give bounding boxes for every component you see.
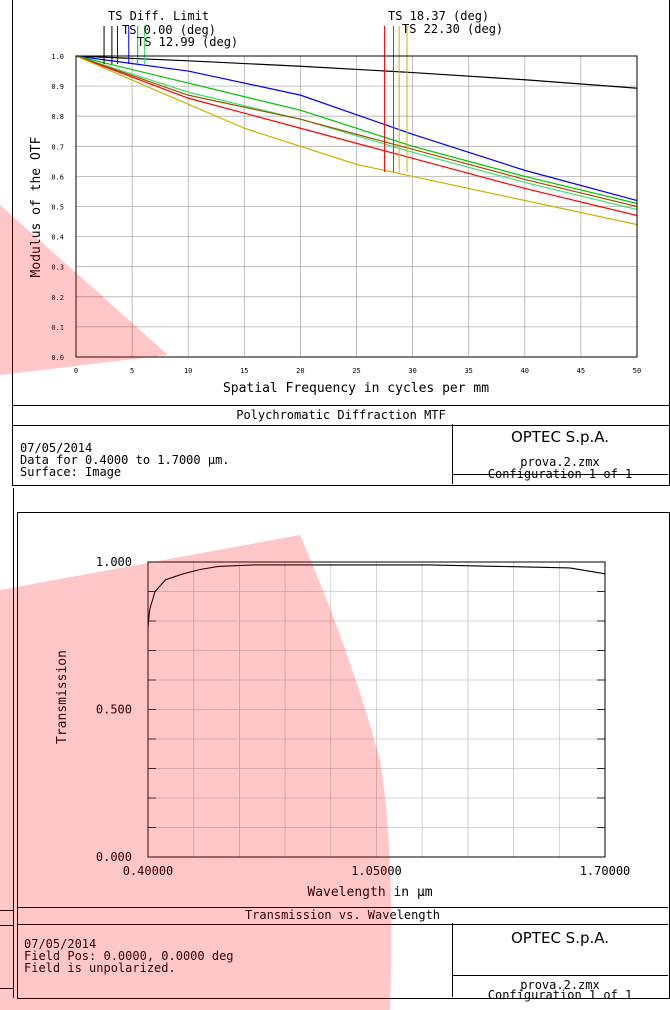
trans-xtick-label: 1.70000 — [580, 864, 631, 878]
trans-caption-polarization: Field is unpolarized. — [24, 961, 176, 975]
trans-xlabel: Wavelength in µm — [307, 885, 432, 900]
mtf-ytick-label: 0.3 — [51, 264, 64, 272]
trans-company: OPTEC S.p.A. — [510, 929, 610, 947]
trans-title-bar: Transmission vs. Wavelength — [17, 907, 668, 925]
legend-ts-18: TS 18.37 (deg) — [388, 9, 489, 23]
mtf-caption-date: 07/05/2014 — [20, 441, 93, 455]
mtf-xtick-label: 20 — [296, 367, 304, 375]
legend-ts-12: TS 12.99 (deg) — [137, 35, 238, 49]
mtf-ytick-label: 0.7 — [51, 143, 64, 151]
mtf-xtick-label: 30 — [408, 367, 416, 375]
mtf-file: prova.2.zmx — [520, 455, 600, 469]
mtf-series-line — [75, 55, 638, 211]
mtf-ytick-label: 1.0 — [51, 53, 64, 61]
mtf-xtick-label: 5 — [130, 367, 134, 375]
mtf-title: Polychromatic Diffraction MTF — [236, 408, 446, 422]
mtf-ylabel: Modulus of the OTF — [29, 136, 44, 277]
trans-config: Configuration 1 of 1 — [487, 988, 633, 1002]
mtf-xlabel: Spatial Frequency in cycles per mm — [223, 381, 489, 396]
trans-xtick-label: 1.05000 — [351, 864, 402, 878]
mtf-series-line — [75, 55, 638, 208]
mtf-ytick-label: 0.0 — [51, 354, 64, 362]
mtf-xtick-label: 45 — [577, 367, 585, 375]
mtf-ytick-label: 0.9 — [51, 83, 64, 91]
trans-caption-right — [452, 923, 669, 997]
trans-ytick-label: 0.500 — [96, 703, 132, 717]
mtf-xtick-label: 35 — [464, 367, 472, 375]
mtf-ytick-label: 0.2 — [51, 294, 64, 302]
mtf-series-line — [75, 55, 638, 226]
left-edge-fragment — [0, 488, 14, 998]
mtf-xtick-label: 50 — [633, 367, 641, 375]
trans-caption-field: Field Pos: 0.0000, 0.0000 deg — [24, 949, 234, 963]
trans-file: prova.2.zmx — [520, 978, 600, 992]
trans-ylabel: Transmission — [55, 650, 70, 744]
mtf-ytick-label: 0.5 — [51, 204, 64, 212]
mtf-xtick-label: 10 — [184, 367, 192, 375]
legend-ts-0: TS 0.00 (deg) — [122, 23, 216, 37]
mtf-xtick-label: 15 — [240, 367, 248, 375]
trans-ytick-label: 1.000 — [96, 555, 132, 569]
mtf-series-line — [75, 55, 638, 89]
mtf-caption-surface: Surface: Image — [20, 465, 122, 479]
mtf-xtick-label: 25 — [352, 367, 360, 375]
legend-ts-diff-limit: TS Diff. Limit — [108, 9, 209, 23]
trans-title: Transmission vs. Wavelength — [244, 908, 441, 922]
mtf-xtick-label: 0 — [74, 367, 78, 375]
mtf-ytick-label: 0.4 — [51, 234, 64, 242]
mtf-xtick-label: 40 — [521, 367, 529, 375]
trans-caption-date: 07/05/2014 — [24, 937, 97, 951]
trans-ytick-label: 0.000 — [96, 850, 132, 864]
mtf-ytick-label: 0.1 — [51, 324, 64, 332]
trans-xtick-label: 0.40000 — [123, 864, 174, 878]
mtf-caption-right — [452, 424, 669, 484]
mtf-chart: 0 5 10 15 20 25 30 35 40 45 50 0.0 0.1 0.2 0.3 0.4 0.5 0.… — [29, 9, 641, 396]
legend-ts-22: TS 22.30 (deg) — [402, 22, 503, 36]
transmission-chart: 0.40000 1.05000 1.70000 0.000 0.500 1.000 Wav… — [55, 555, 631, 900]
mtf-ytick-label: 0.6 — [51, 173, 64, 181]
mtf-caption-range: Data for 0.4000 to 1.7000 µm. — [20, 453, 230, 467]
mtf-plot-frame — [75, 55, 638, 358]
mtf-ytick-label: 0.8 — [51, 113, 64, 121]
mtf-series-line — [75, 55, 638, 202]
mtf-company: OPTEC S.p.A. — [510, 428, 610, 446]
mtf-series-line — [75, 55, 638, 205]
trans-series-line — [147, 564, 606, 627]
mtf-series-line — [75, 55, 638, 217]
